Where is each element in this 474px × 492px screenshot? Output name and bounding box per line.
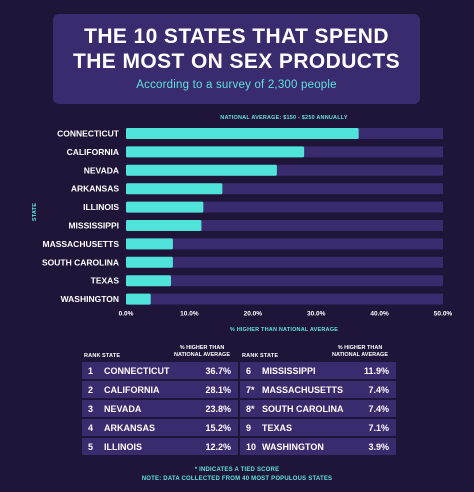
bar-texas: [126, 275, 172, 287]
title-line-1: THE 10 STATES THAT SPEND: [84, 25, 389, 48]
state-cell: TEXAS: [262, 423, 293, 433]
title-line-2: THE MOST ON SEX PRODUCTS: [73, 50, 400, 73]
category-label: NEVADA: [84, 165, 119, 175]
bar-track: [126, 293, 443, 305]
rank-cell: 10: [246, 442, 257, 452]
value-cell: 3.9%: [368, 442, 389, 452]
state-cell: NEVADA: [104, 404, 142, 414]
bar-massachusetts: [126, 238, 173, 250]
bar-nevada: [126, 164, 277, 176]
bar-connecticut: [126, 128, 359, 139]
bar-track: [126, 256, 443, 268]
table-row: 1 CONNECTICUT 36.7%: [82, 362, 238, 379]
ranking-table-left: RANK STATE % HIGHER THAN NATIONAL AVERAGE…: [82, 340, 238, 457]
table-row: 7* MASSACHUSETTS 7.4%: [240, 381, 396, 398]
x-tick-label: 40.0%: [370, 311, 389, 318]
category-label: MASSACHUSETTS: [42, 239, 119, 249]
header-rank: RANK: [84, 353, 101, 359]
bar-track: [126, 275, 443, 287]
value-cell: 7.4%: [368, 404, 389, 414]
table-row: 6 MISSISSIPPI 11.9%: [240, 362, 396, 379]
rank-cell: 2: [88, 385, 94, 395]
rank-cell: 5: [88, 442, 94, 452]
bar-track: [126, 201, 443, 213]
table-row: 4 ARKANSAS 15.2%: [82, 419, 238, 436]
x-tick-label: 20.0%: [244, 311, 263, 318]
footnote-tie: * INDICATES A TIED SCORE: [194, 467, 280, 473]
category-label: ARKANSAS: [71, 184, 120, 194]
state-cell: WASHINGTON: [262, 442, 324, 452]
value-cell: 36.7%: [205, 366, 231, 376]
header-state: STATE: [260, 353, 279, 359]
rank-cell: 6: [246, 366, 252, 376]
subtitle: According to a survey of 2,300 people: [136, 79, 337, 91]
bar-mississippi: [126, 220, 202, 231]
rank-cell: 4: [88, 423, 94, 433]
header-rank: RANK: [242, 353, 259, 359]
value-cell: 28.1%: [205, 385, 231, 395]
category-label: WASHINGTON: [61, 294, 119, 304]
state-cell: ARKANSAS: [104, 423, 156, 433]
rank-cell: 9: [246, 423, 252, 433]
y-axis-label: STATE: [32, 203, 38, 221]
state-cell: CALIFORNIA: [104, 385, 160, 395]
state-cell: ILLINOIS: [104, 442, 142, 452]
x-axis-label: % HIGHER THAN NATIONAL AVERAGE: [230, 327, 338, 333]
bar-track: [126, 238, 443, 250]
x-tick-label: 10.0%: [180, 311, 199, 318]
x-tick-label: 50.0%: [434, 311, 453, 318]
category-label: MISSISSIPPI: [68, 221, 119, 231]
category-label: TEXAS: [91, 276, 120, 286]
bar-track: [126, 220, 443, 231]
state-cell: CONNECTICUT: [104, 366, 170, 376]
table-row: 10 WASHINGTON 3.9%: [240, 438, 396, 455]
table-row: 3 NEVADA 23.8%: [82, 400, 238, 417]
header-percent: % HIGHER THAN NATIONAL AVERAGE: [173, 345, 231, 358]
ranking-table-right: RANK STATE % HIGHER THAN NATIONAL AVERAGE…: [240, 340, 396, 457]
bar-track: [126, 164, 443, 176]
table-header: RANK STATE % HIGHER THAN NATIONAL AVERAGE: [240, 340, 396, 362]
bar-washington: [126, 293, 151, 305]
header-percent: % HIGHER THAN NATIONAL AVERAGE: [331, 345, 389, 358]
category-label: ILLINOIS: [83, 202, 119, 212]
rank-cell: 1: [88, 366, 94, 376]
bar-chart: NATIONAL AVERAGE: $150 - $250 ANNUALLY S…: [32, 115, 453, 333]
value-cell: 7.1%: [368, 423, 389, 433]
x-tick-label: 0.0%: [119, 311, 134, 318]
table-row: 8* SOUTH CAROLINA 7.4%: [240, 400, 396, 417]
state-cell: MASSACHUSETTS: [262, 385, 344, 395]
category-label: CONNECTICUT: [57, 129, 120, 139]
value-cell: 11.9%: [363, 366, 389, 376]
category-label: SOUTH CAROLINA: [42, 257, 119, 267]
x-tick-label: 30.0%: [307, 311, 326, 318]
bar-arkansas: [126, 183, 223, 195]
bar-track: [126, 183, 443, 195]
footnote-note: NOTE: DATA COLLECTED FROM 40 MOST POPULO…: [141, 476, 333, 482]
title-banner: THE 10 STATES THAT SPEND THE MOST ON SEX…: [53, 14, 420, 104]
value-cell: 23.8%: [205, 404, 231, 414]
value-cell: 7.4%: [368, 385, 389, 395]
bar-california: [126, 146, 305, 158]
header-state: STATE: [102, 353, 121, 359]
table-row: 9 TEXAS 7.1%: [240, 419, 396, 436]
rank-cell: 8*: [246, 404, 255, 414]
table-header: RANK STATE % HIGHER THAN NATIONAL AVERAGE: [82, 340, 238, 362]
category-label: CALIFORNIA: [67, 147, 119, 157]
national-average-annotation: NATIONAL AVERAGE: $150 - $250 ANNUALLY: [220, 115, 348, 121]
table-row: 2 CALIFORNIA 28.1%: [82, 381, 238, 398]
table-row: 5 ILLINOIS 12.2%: [82, 438, 238, 455]
value-cell: 12.2%: [205, 442, 231, 452]
rank-cell: 3: [88, 404, 94, 414]
state-cell: SOUTH CAROLINA: [262, 404, 344, 414]
bar-illinois: [126, 201, 204, 213]
state-cell: MISSISSIPPI: [262, 366, 316, 376]
rank-cell: 7*: [246, 385, 255, 395]
value-cell: 15.2%: [205, 423, 231, 433]
bar-south-carolina: [126, 256, 173, 268]
